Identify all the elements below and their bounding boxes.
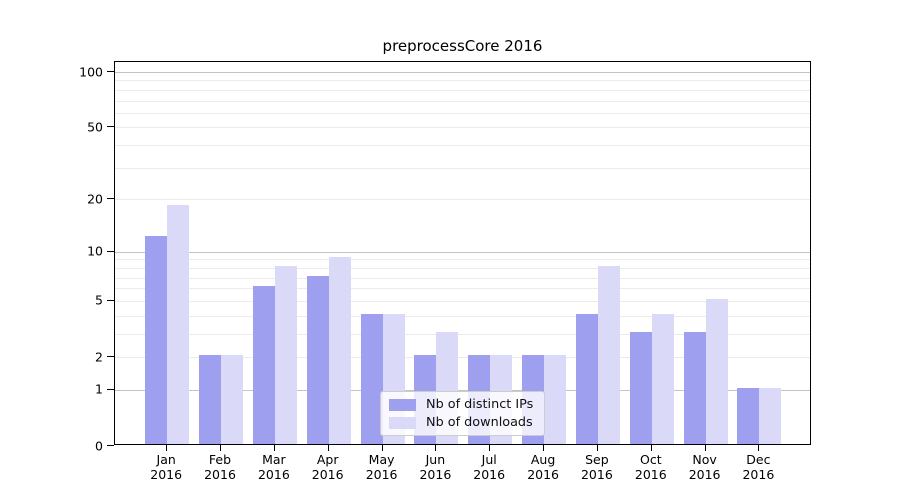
gridline-major-10 <box>115 251 810 253</box>
legend-item-downloads: Nb of downloads <box>389 415 536 430</box>
bar-nb-of-downloads-feb <box>221 355 243 444</box>
x-tick-mark-jun <box>435 445 437 451</box>
bar-nb-of-distinct-ips-oct <box>629 331 652 444</box>
gridline-minor-9 <box>115 259 810 261</box>
y-tick-mark-50 <box>107 126 114 128</box>
y-tick-label-100: 100 <box>79 64 103 79</box>
chart-title: preprocessCore 2016 <box>382 37 543 55</box>
plot-area <box>114 61 811 445</box>
gridline-major-100 <box>115 72 810 73</box>
legend-label-distinct-ips: Nb of distinct IPs <box>426 397 534 412</box>
bar-nb-of-downloads-mar <box>274 265 297 444</box>
bar-nb-of-distinct-ips-sep <box>575 313 598 444</box>
gridline-minor-90 <box>115 80 810 82</box>
x-tick-label-mar: Mar 2016 <box>257 452 290 482</box>
legend-swatch-downloads <box>389 416 416 429</box>
gridline-minor-60 <box>115 112 810 114</box>
bar-nb-of-distinct-ips-dec <box>737 387 760 444</box>
gridline-minor-40 <box>115 145 810 147</box>
x-tick-mark-dec <box>758 445 760 451</box>
bar-nb-of-downloads-apr <box>328 257 351 444</box>
gridline-minor-7 <box>115 277 810 279</box>
y-tick-label-10: 10 <box>87 243 103 259</box>
gridline-minor-70 <box>115 100 810 102</box>
y-tick-mark-20 <box>107 198 114 200</box>
x-tick-mark-aug <box>543 445 545 451</box>
y-tick-mark-1 <box>107 388 114 390</box>
y-tick-label-5: 5 <box>95 292 103 308</box>
x-tick-label-nov: Nov 2016 <box>688 452 721 482</box>
bar-nb-of-distinct-ips-jan <box>145 236 168 444</box>
x-tick-label-sep: Sep 2016 <box>580 452 613 482</box>
legend-label-downloads: Nb of downloads <box>426 415 533 430</box>
gridline-minor-6 <box>115 288 810 290</box>
gridline-minor-3 <box>115 333 810 335</box>
x-tick-label-apr: Apr 2016 <box>311 452 344 482</box>
gridline-minor-8 <box>115 267 810 269</box>
y-tick-mark-5 <box>107 299 114 301</box>
bar-nb-of-distinct-ips-nov <box>683 331 706 444</box>
gridline-minor-80 <box>115 89 810 91</box>
gridline-minor-30 <box>115 167 810 169</box>
legend: Nb of distinct IPs Nb of downloads <box>380 391 545 436</box>
bar-nb-of-downloads-nov <box>705 298 728 444</box>
x-tick-label-jun: Jun 2016 <box>419 452 452 482</box>
x-tick-label-oct: Oct 2016 <box>634 452 667 482</box>
y-tick-label-0: 0 <box>95 438 103 453</box>
x-tick-mark-jul <box>489 445 491 451</box>
x-tick-label-aug: Aug 2016 <box>527 452 559 482</box>
x-tick-mark-may <box>381 445 383 451</box>
y-tick-mark-100 <box>107 71 114 72</box>
x-tick-label-jul: Jul 2016 <box>473 452 506 482</box>
x-tick-label-feb: Feb 2016 <box>204 452 236 482</box>
x-tick-mark-jan <box>166 445 168 451</box>
x-tick-mark-oct <box>650 445 652 451</box>
gridline-minor-2 <box>115 357 810 358</box>
y-tick-label-1: 1 <box>95 381 103 397</box>
x-tick-label-dec: Dec 2016 <box>742 452 775 482</box>
gridline-minor-5 <box>115 300 810 302</box>
x-tick-mark-nov <box>704 445 706 451</box>
y-tick-mark-0 <box>107 445 114 446</box>
y-tick-mark-2 <box>107 356 114 357</box>
x-tick-label-jan: Jan 2016 <box>150 452 183 482</box>
legend-swatch-distinct-ips <box>389 398 416 411</box>
gridline-minor-50 <box>115 127 810 129</box>
y-tick-mark-10 <box>107 250 114 252</box>
bar-nb-of-downloads-aug <box>544 355 567 444</box>
bar-nb-of-distinct-ips-feb <box>199 355 221 444</box>
y-tick-label-50: 50 <box>87 119 103 135</box>
x-tick-mark-sep <box>596 445 598 451</box>
gridline-minor-4 <box>115 315 810 317</box>
gridline-minor-20 <box>115 199 810 201</box>
bar-nb-of-downloads-jan <box>167 205 190 444</box>
bar-nb-of-distinct-ips-may <box>360 313 383 444</box>
bar-nb-of-distinct-ips-apr <box>306 275 329 444</box>
bar-nb-of-downloads-sep <box>597 265 620 444</box>
gridline-major-1 <box>115 389 810 391</box>
y-tick-label-20: 20 <box>87 191 103 207</box>
x-tick-mark-mar <box>273 445 275 451</box>
bar-nb-of-distinct-ips-mar <box>252 286 275 444</box>
x-tick-mark-apr <box>327 445 329 451</box>
bar-nb-of-downloads-oct <box>651 313 674 444</box>
x-tick-label-may: May 2016 <box>365 452 398 482</box>
y-tick-label-2: 2 <box>95 349 103 364</box>
x-tick-mark-feb <box>220 445 221 451</box>
legend-item-distinct-ips: Nb of distinct IPs <box>389 397 536 412</box>
bar-nb-of-downloads-dec <box>759 387 782 444</box>
